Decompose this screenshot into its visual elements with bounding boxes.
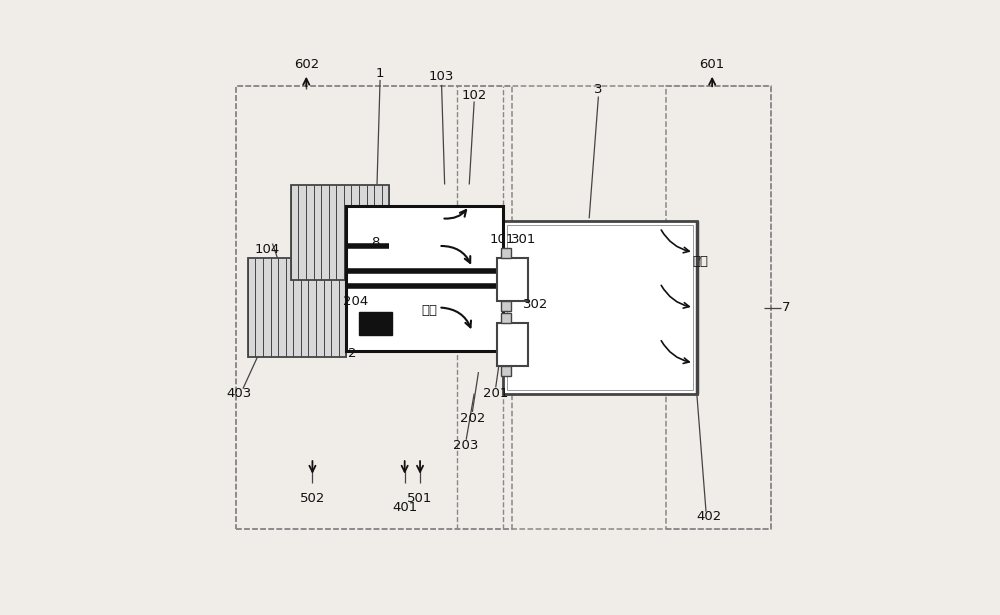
Text: 7: 7	[782, 301, 790, 314]
Text: 3: 3	[594, 82, 603, 96]
Text: 302: 302	[523, 298, 548, 311]
Text: 201: 201	[483, 387, 508, 400]
Text: 2: 2	[348, 347, 357, 360]
Bar	[503, 221, 697, 394]
Text: 401: 401	[392, 501, 417, 514]
Bar	[236, 86, 771, 529]
Text: 501: 501	[407, 491, 433, 505]
Text: 入口: 入口	[421, 304, 437, 317]
Bar	[236, 86, 512, 529]
Text: 1: 1	[376, 67, 384, 81]
Bar	[501, 313, 511, 323]
Bar	[346, 271, 503, 351]
Text: 8: 8	[372, 236, 380, 250]
Bar	[666, 86, 771, 529]
Bar	[501, 366, 511, 376]
Text: 101: 101	[489, 233, 515, 247]
Text: 出口: 出口	[692, 255, 708, 268]
Text: 601: 601	[700, 58, 725, 71]
Text: 502: 502	[300, 491, 325, 505]
Text: 203: 203	[453, 439, 479, 453]
Bar	[248, 258, 346, 357]
Bar	[497, 258, 528, 301]
Bar	[497, 323, 528, 366]
Bar	[501, 248, 511, 258]
Text: 301: 301	[511, 233, 536, 247]
Text: 202: 202	[460, 411, 485, 425]
Text: 402: 402	[696, 510, 722, 523]
Text: 602: 602	[294, 58, 319, 71]
Bar	[346, 206, 503, 286]
Text: 403: 403	[226, 387, 251, 400]
Bar	[507, 225, 693, 390]
Bar	[291, 184, 389, 280]
Text: 103: 103	[429, 70, 454, 84]
Bar	[501, 301, 511, 311]
Text: 104: 104	[255, 242, 280, 256]
Bar	[359, 312, 392, 335]
Text: 102: 102	[461, 89, 487, 102]
Text: 204: 204	[343, 295, 368, 308]
